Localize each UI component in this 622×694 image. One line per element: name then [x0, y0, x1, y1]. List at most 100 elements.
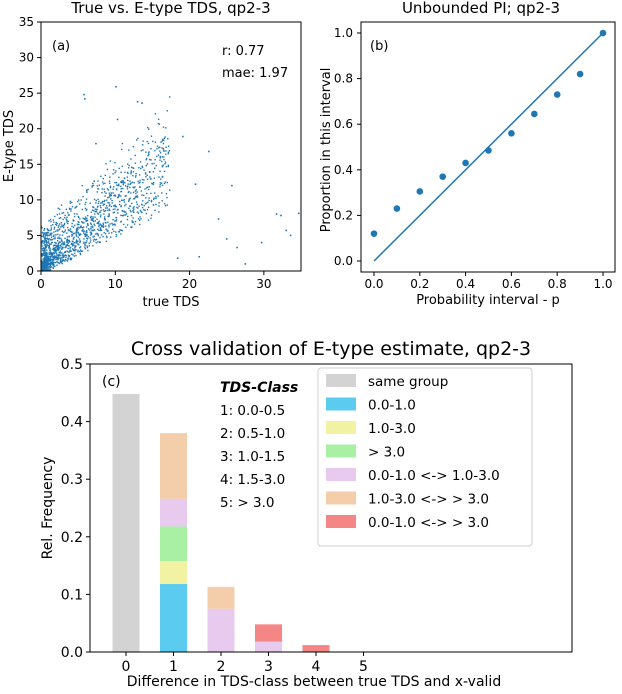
scatter-point [86, 189, 88, 191]
panel-a-stat-r: r: 0.77 [222, 44, 265, 59]
scatter-point [103, 217, 106, 220]
scatter-point [109, 185, 112, 188]
x-tick-label: 3 [264, 659, 273, 675]
scatter-point [120, 199, 123, 201]
panel-b-label: (b) [370, 39, 388, 54]
scatter-point [105, 235, 108, 237]
scatter-point [96, 191, 98, 193]
scatter-point [91, 186, 93, 188]
scatter-point [59, 244, 62, 247]
scatter-point [77, 220, 79, 223]
scatter-point [163, 150, 165, 152]
scatter-point [163, 170, 166, 172]
scatter-point [44, 266, 46, 268]
scatter-point [102, 225, 104, 227]
scatter-point [149, 178, 152, 180]
scatter-point [143, 208, 145, 211]
scatter-point [280, 214, 282, 217]
panel-a-frame [40, 21, 302, 272]
scatter-point [56, 247, 58, 250]
scatter-point [165, 150, 167, 152]
scatter-point [44, 239, 46, 241]
scatter-point [64, 229, 67, 231]
scatter-point [47, 266, 49, 269]
scatter-point [43, 247, 45, 249]
scatter-point [49, 233, 51, 236]
scatter-point [108, 180, 111, 182]
scatter-point [41, 266, 44, 268]
scatter-point [106, 236, 108, 239]
scatter-point [101, 225, 103, 228]
scatter-point [141, 166, 144, 169]
scatter-point [79, 203, 81, 205]
scatter-point [49, 266, 52, 268]
scatter-point [119, 229, 121, 231]
scatter-point [132, 207, 134, 209]
scatter-point [92, 245, 94, 247]
scatter-point [123, 211, 126, 213]
scatter-point [60, 252, 63, 254]
scatter-point [81, 230, 83, 232]
scatter-point [81, 221, 83, 223]
scatter-point [164, 161, 167, 163]
scatter-point [53, 226, 56, 228]
scatter-point [87, 249, 89, 252]
scatter-point [86, 233, 88, 236]
scatter-point [90, 215, 92, 218]
scatter-point [86, 229, 88, 232]
scatter-point [90, 226, 92, 228]
scatter-point [68, 235, 70, 238]
scatter-point [158, 202, 160, 204]
scatter-point [51, 238, 54, 241]
scatter-point [119, 200, 121, 203]
scatter-point [107, 215, 109, 218]
scatter-point [54, 215, 56, 218]
panel-a-y-ticks: 0 5 10 15 20 25 30 35 [19, 15, 41, 278]
scatter-point [194, 183, 197, 186]
scatter-point [244, 263, 247, 265]
scatter-point [156, 148, 158, 150]
scatter-point [113, 223, 115, 225]
scatter-point [104, 199, 106, 202]
scatter-point [146, 187, 148, 189]
scatter-point [44, 244, 46, 246]
scatter-point [128, 149, 130, 151]
scatter-point [44, 237, 46, 239]
scatter-point [111, 222, 113, 225]
scatter-point [48, 220, 50, 222]
scatter-point [50, 243, 52, 245]
scatter-point [112, 192, 114, 194]
scatter-point [51, 259, 53, 261]
scatter-point [84, 235, 87, 238]
scatter-point [82, 228, 84, 231]
scatter-point [122, 183, 125, 186]
scatter-point [42, 236, 45, 238]
scatter-point [48, 239, 50, 241]
scatter-point [162, 164, 164, 166]
scatter-point [59, 261, 62, 263]
scatter-point [146, 192, 148, 195]
scatter-point [48, 237, 50, 240]
scatter-point [60, 262, 63, 264]
scatter-point [43, 249, 46, 252]
scatter-point [56, 264, 58, 266]
scatter-point [86, 219, 89, 221]
y-tick-label: 1.0 [334, 26, 353, 40]
scatter-point [134, 162, 137, 164]
scatter-point [99, 229, 102, 231]
scatter-point [120, 171, 122, 174]
scatter-point [159, 155, 161, 158]
scatter-point [87, 236, 89, 238]
scatter-point [110, 205, 113, 208]
legend-label: 0.0-1.0 [368, 398, 416, 414]
scatter-point [90, 223, 92, 226]
scatter-point [54, 261, 56, 264]
scatter-point [59, 217, 62, 219]
scatter-point [95, 199, 97, 202]
scatter-point [131, 202, 133, 205]
scatter-point [148, 186, 150, 188]
scatter-point [120, 188, 122, 190]
scatter-point [77, 236, 79, 238]
scatter-point [89, 241, 92, 243]
scatter-point [44, 235, 47, 237]
